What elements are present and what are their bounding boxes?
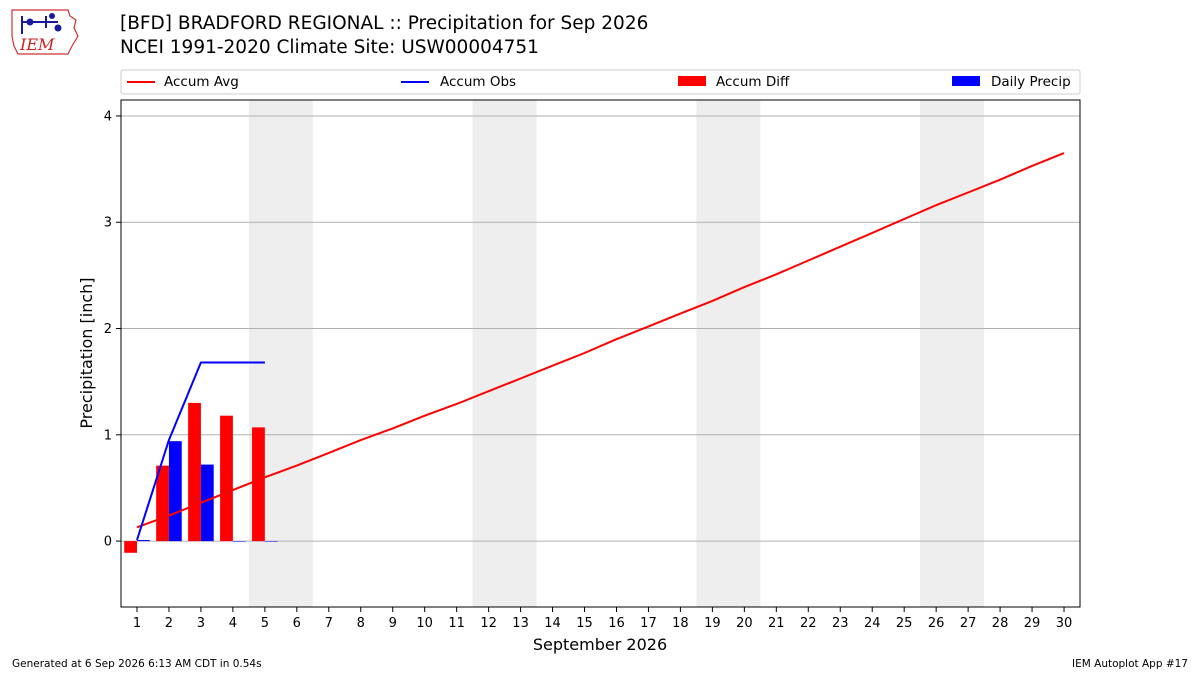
weekend-bands [248,100,985,607]
daily-precip-bar-2 [168,441,182,542]
legend-label-accum-diff: Accum Diff [716,74,790,90]
accum-obs-line [136,361,265,541]
y-tick-label-3: 3 [104,216,112,231]
y-tick-label-2: 2 [104,322,112,337]
legend-box [120,69,1081,95]
y-tick-label-4: 4 [104,109,112,124]
x-tick-label-12: 12 [480,616,497,631]
plot-frame [120,99,1081,608]
iowa-state-outline [11,9,79,55]
accum-diff-bar-2 [156,465,169,542]
footer-generated-text: Generated at 6 Sep 2026 6:13 AM CDT in 0… [12,658,262,670]
x-tick-label-20: 20 [736,616,753,631]
legend-label-daily-precip: Daily Precip [991,74,1071,90]
iem-logo-text: IEM [19,35,55,54]
x-tick-label-9: 9 [389,616,397,631]
x-tick-label-23: 23 [832,616,849,631]
iem-logo: IEM [11,9,79,55]
legend-label-accum-obs: Accum Obs [440,74,516,90]
x-tick-label-17: 17 [640,616,657,631]
series-lines [136,152,1065,541]
x-tick-label-14: 14 [544,616,561,631]
weekend-band-2 [472,100,537,607]
weather-station-icon [21,13,62,34]
x-tick-label-10: 10 [416,616,433,631]
daily-precip-bar-5 [264,541,278,542]
x-axis-label: September 2026 [533,635,667,654]
chart-title: [BFD] BRADFORD REGIONAL :: Precipitation… [120,13,649,34]
grid-lines [121,115,1080,542]
legend-label-accum-avg: Accum Avg [164,74,239,90]
footer-app-text: IEM Autoplot App #17 [1072,658,1188,670]
x-tick-label-13: 13 [512,616,529,631]
weekend-band-4 [920,100,985,607]
y-tick-label-0: 0 [104,535,112,550]
x-tick-label-19: 19 [704,616,721,631]
accum-diff-bar-4 [220,415,233,542]
x-tick-label-15: 15 [576,616,593,631]
x-tick-label-7: 7 [325,616,333,631]
chart-subtitle: NCEI 1991-2020 Climate Site: USW00004751 [120,37,539,58]
x-tick-label-1: 1 [133,616,141,631]
accum-diff-bar-3 [188,402,201,542]
weekend-band-3 [696,100,761,607]
legend: Accum Avg Accum Obs Accum Diff Daily Pre… [120,69,1081,95]
x-tick-label-28: 28 [992,616,1009,631]
y-tick-label-1: 1 [104,428,112,443]
x-tick-label-22: 22 [800,616,817,631]
daily-precip-bar-4 [232,541,246,542]
bars [124,402,278,553]
x-tick-label-8: 8 [357,616,365,631]
y-axis-label: Precipitation [inch] [77,277,96,428]
x-tick-label-24: 24 [864,616,881,631]
accum-avg-line [136,152,1065,529]
x-tick-label-16: 16 [608,616,625,631]
accum-diff-bar-5 [252,427,265,542]
x-tick-label-30: 30 [1056,616,1073,631]
legend-swatch-accum-diff [678,76,706,86]
x-tick-label-29: 29 [1024,616,1041,631]
x-tick-label-11: 11 [448,616,465,631]
x-tick-label-2: 2 [165,616,173,631]
daily-precip-bar-3 [200,464,214,542]
legend-swatch-daily-precip [952,76,980,86]
x-tick-label-3: 3 [197,616,205,631]
x-tick-label-27: 27 [960,616,977,631]
x-tick-label-5: 5 [261,616,269,631]
x-tick-label-25: 25 [896,616,913,631]
x-tick-label-26: 26 [928,616,945,631]
x-tick-label-4: 4 [229,616,237,631]
daily-precip-bar-1 [136,540,150,542]
x-tick-label-18: 18 [672,616,689,631]
accum-diff-bar-1 [124,541,137,553]
x-tick-label-21: 21 [768,616,785,631]
x-tick-label-6: 6 [293,616,301,631]
